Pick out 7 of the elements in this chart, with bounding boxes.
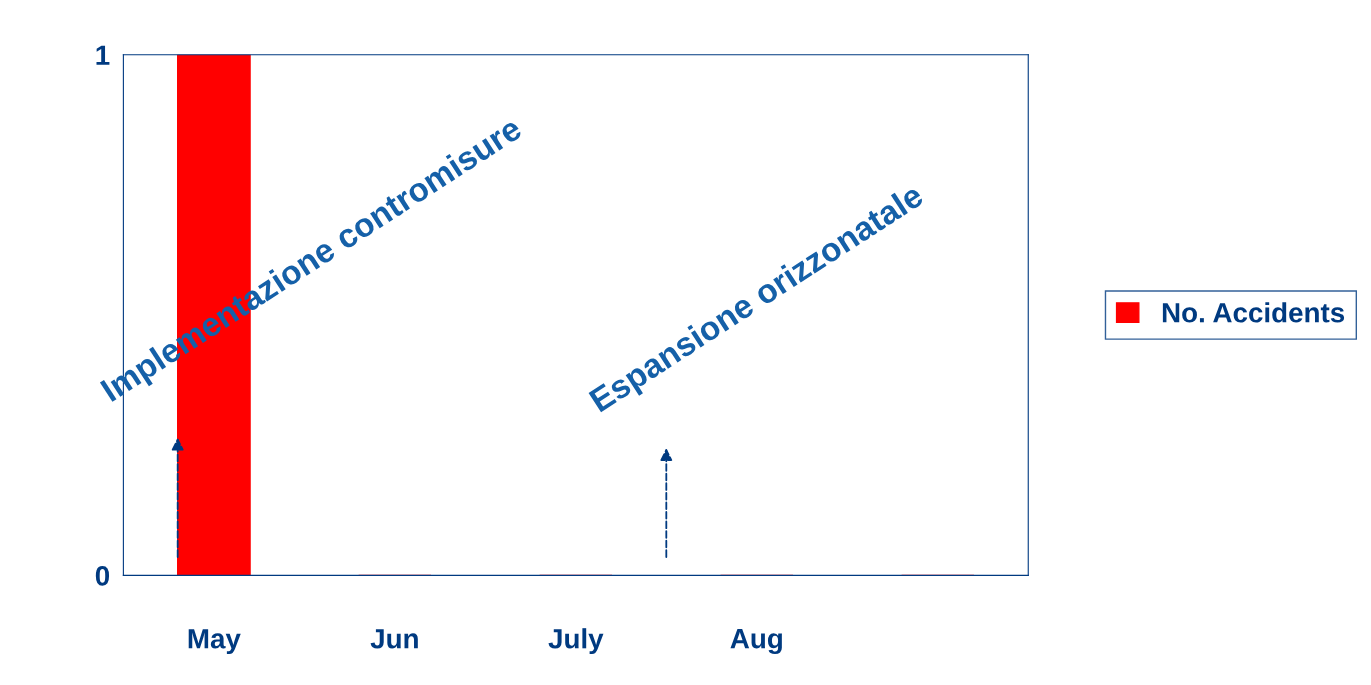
x-tick-label: July	[548, 628, 604, 655]
x-tick-label: Aug	[730, 629, 782, 655]
legend-label: No. Accidents	[1162, 302, 1345, 323]
x-tick-label: Jun	[370, 629, 418, 649]
y-tick-label: 0	[95, 566, 110, 586]
y-tick-label: 1	[96, 45, 110, 65]
x-tick-label: May	[188, 629, 241, 655]
